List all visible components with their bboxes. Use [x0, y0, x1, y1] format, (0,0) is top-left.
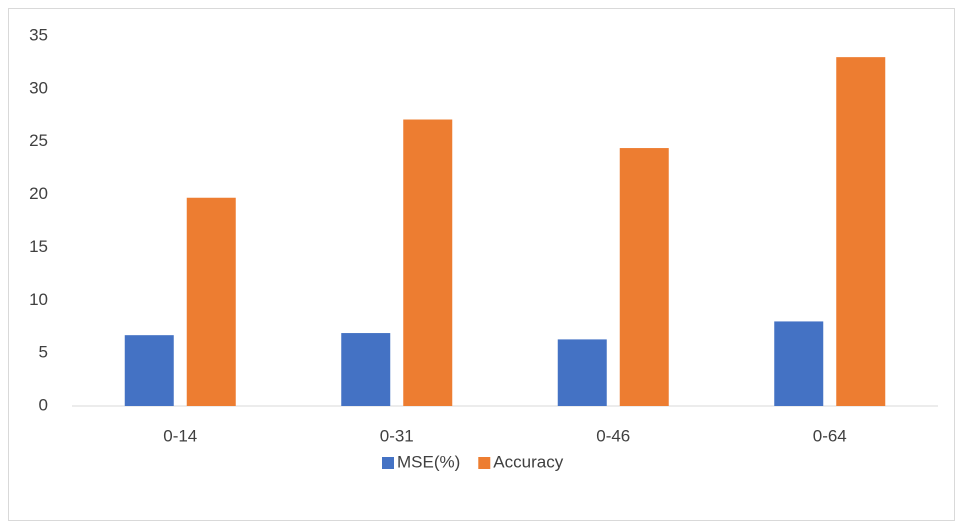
bar: [403, 119, 453, 406]
y-tick-label: 35: [29, 25, 48, 44]
legend-label: MSE(%): [397, 452, 460, 471]
x-tick-label: 0-31: [380, 426, 414, 445]
y-tick-label: 30: [29, 78, 48, 97]
bar: [836, 57, 886, 407]
bar: [619, 148, 669, 407]
x-tick-label: 0-14: [163, 426, 197, 445]
x-tick-label: 0-46: [596, 426, 630, 445]
bar: [774, 321, 824, 406]
bar: [341, 333, 391, 406]
x-tick-label: 0-64: [813, 426, 847, 445]
chart-frame: [8, 8, 955, 521]
y-tick-label: 25: [29, 131, 48, 150]
bar: [124, 335, 174, 406]
legend-swatch: [478, 457, 491, 469]
y-tick-label: 0: [39, 395, 48, 414]
legend-swatch: [382, 457, 394, 469]
bar: [557, 339, 607, 406]
y-tick-label: 20: [29, 184, 48, 203]
bar: [186, 197, 236, 406]
legend-label: Accuracy: [493, 452, 563, 471]
y-tick-label: 15: [29, 237, 48, 256]
y-tick-label: 10: [29, 290, 48, 309]
y-tick-label: 5: [39, 343, 48, 362]
